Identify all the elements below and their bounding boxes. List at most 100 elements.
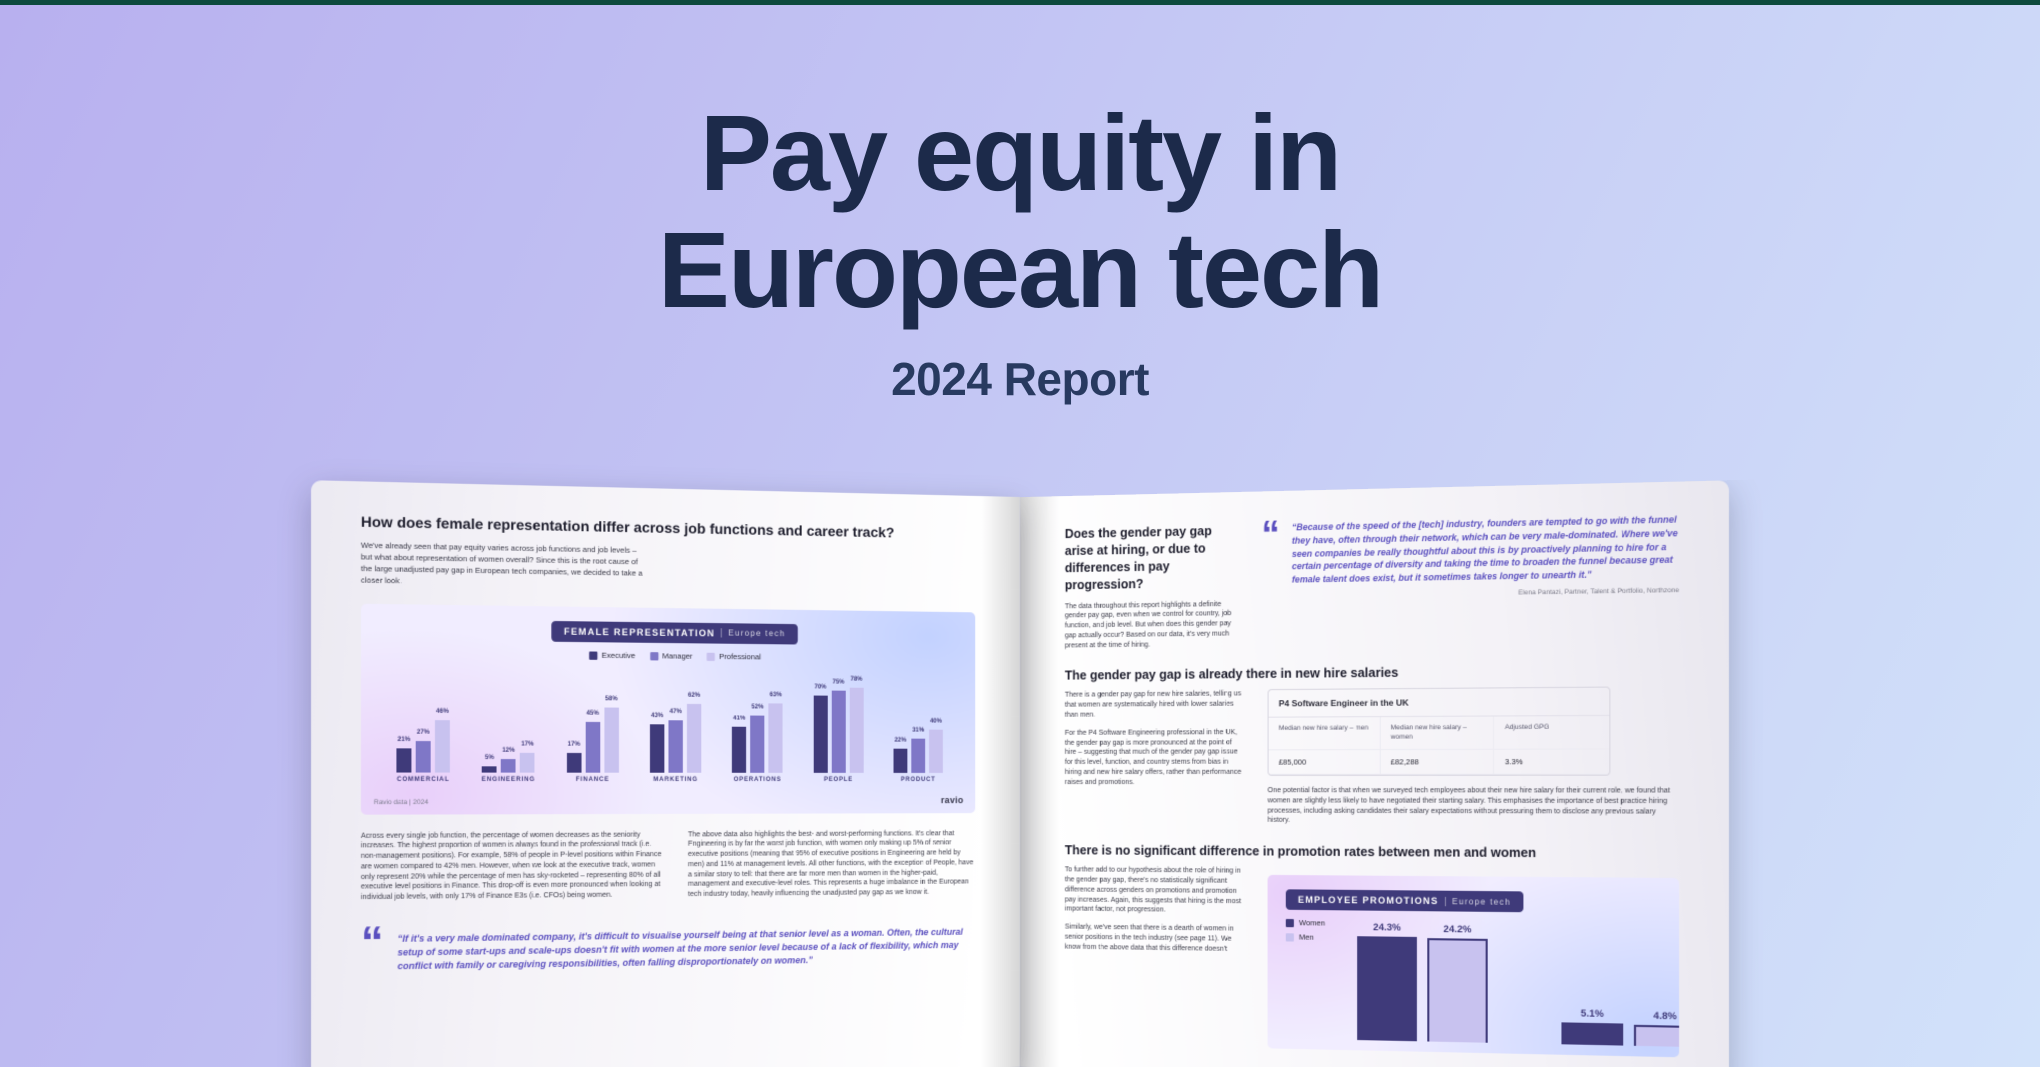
bar-group: 17%45%58%FINANCE: [555, 683, 630, 783]
quote-mark-icon: “: [361, 920, 384, 965]
bar: 31%: [911, 739, 925, 773]
bar: 12%: [501, 759, 516, 772]
chart1-meta: Ravio data | 2024: [374, 798, 429, 805]
sec2-body-a: To further add to our hypothesis about t…: [1065, 865, 1244, 916]
hero-subtitle: 2024 Report: [891, 352, 1149, 406]
chart1-title: FEMALE REPRESENTATION Europe tech: [551, 620, 797, 644]
hero-title: Pay equity in European tech: [658, 95, 1382, 328]
bar-group: 43%47%62%MARKETING: [639, 683, 713, 782]
right-q-heading: Does the gender pay gap arise at hiring,…: [1065, 522, 1244, 594]
pbar: 24.2%: [1427, 938, 1487, 1043]
bar: 40%: [929, 729, 943, 772]
promotions-chart: EMPLOYEE PROMOTIONS Europe tech Women Men…: [1268, 875, 1680, 1057]
hero-card: Pay equity in European tech 2024 Report …: [0, 0, 2040, 1067]
bar: 17%: [567, 753, 582, 772]
sec2-heading: There is no significant difference in pr…: [1065, 843, 1679, 861]
left-intro: We've already seen that pay equity varie…: [361, 540, 646, 590]
bar: 70%: [813, 696, 827, 773]
hero-title-line1: Pay equity in: [700, 92, 1340, 213]
right-pullquote-attrib: Elena Pantazi, Partner, Talent & Portfol…: [1292, 587, 1679, 600]
sec1-rightcol: P4 Software Engineer in the UK Median ne…: [1268, 687, 1680, 828]
bar: 75%: [831, 690, 845, 772]
pbar-group: 24.3%24.2%: [1357, 936, 1488, 1042]
chart2-bars: 24.3%24.2%5.1%4.8%: [1400, 930, 1651, 1047]
bar: 27%: [416, 742, 431, 772]
chart1-legend: Executive Manager Professional: [589, 650, 761, 661]
chart1-title-text: FEMALE REPRESENTATION: [564, 626, 715, 638]
left-heading: How does female representation differ ac…: [361, 513, 975, 542]
pbar-group: 5.1% 4.8%: [1561, 1022, 1679, 1047]
salary-table-body: £85,000 £82,288 3.3%: [1269, 749, 1610, 774]
sec2-leftcol: To further add to our hypothesis about t…: [1065, 865, 1244, 1048]
page-right-inner: Does the gender pay gap arise at hiring,…: [1065, 513, 1679, 1067]
right-pullquote: “ “Because of the speed of the [tech] in…: [1268, 513, 1680, 649]
spine-shadow-left: [981, 496, 1020, 1067]
sec1-heading: The gender pay gap is already there in n…: [1065, 663, 1679, 683]
salary-table: P4 Software Engineer in the UK Median ne…: [1268, 687, 1611, 776]
left-quote: “ “If it's a very male dominated company…: [361, 920, 975, 981]
td-1: £85,000: [1269, 750, 1381, 775]
sec1-body-c: One potential factor is that when we sur…: [1268, 786, 1680, 827]
hero-title-line2: European tech: [658, 209, 1382, 330]
chart2-legend: Women Men: [1286, 918, 1325, 942]
sec2-row: To further add to our hypothesis about t…: [1065, 865, 1679, 1057]
bar: 17%: [520, 753, 535, 772]
chart2-tag: Europe tech: [1445, 897, 1511, 907]
left-body-col1: Across every single job function, the pe…: [361, 830, 663, 904]
pullquote-mark-icon: “: [1262, 515, 1280, 552]
page-right: Does the gender pay gap arise at hiring,…: [1020, 480, 1729, 1067]
sec1-body-b: For the P4 Software Engineering professi…: [1065, 728, 1244, 788]
sec2-rightcol: EMPLOYEE PROMOTIONS Europe tech Women Men…: [1268, 867, 1680, 1058]
representation-chart: FEMALE REPRESENTATION Europe tech Execut…: [361, 603, 975, 814]
chart1-tag: Europe tech: [721, 628, 785, 638]
salary-table-caption: P4 Software Engineer in the UK: [1269, 688, 1610, 718]
bar: 5%: [482, 766, 497, 772]
bar: 21%: [396, 748, 411, 772]
legend-item: Manager: [650, 651, 693, 661]
right-pullquote-text: “Because of the speed of the [tech] indu…: [1292, 513, 1679, 586]
th-3: Adjusted GPG: [1494, 716, 1609, 749]
bar: 78%: [849, 687, 863, 772]
sec1-leftcol: There is a gender pay gap for new hire s…: [1065, 690, 1244, 826]
spine-shadow-right: [1020, 496, 1059, 1067]
chart1-bars: 21%27%46%COMMERCIAL5%12%17%ENGINEERING17…: [385, 671, 954, 783]
th-1: Median new hire salary – men: [1269, 718, 1381, 751]
bar-group: 41%52%63%OPERATIONS: [721, 684, 794, 782]
bar: 22%: [893, 749, 907, 773]
bar: 46%: [435, 720, 450, 772]
bar-group: 5%12%17%ENGINEERING: [470, 682, 546, 782]
right-q-col: Does the gender pay gap arise at hiring,…: [1065, 522, 1244, 651]
legend-item: Men: [1286, 932, 1325, 942]
legend-item: Women: [1286, 918, 1325, 928]
legend-item: Executive: [589, 650, 635, 660]
bar: 45%: [585, 722, 600, 772]
bar: 41%: [732, 727, 746, 772]
left-quote-text: “If it's a very male dominated company, …: [397, 926, 963, 974]
bar: 47%: [668, 720, 682, 772]
right-q-body: The data throughout this report highligh…: [1065, 599, 1244, 651]
chart2-title: EMPLOYEE PROMOTIONS Europe tech: [1286, 889, 1524, 912]
salary-table-head: Median new hire salary – men Median new …: [1269, 716, 1610, 750]
bar: 43%: [650, 725, 664, 773]
sec1-body-a: There is a gender pay gap for new hire s…: [1065, 690, 1244, 721]
legend-item: Professional: [707, 651, 761, 661]
chart2-title-text: EMPLOYEE PROMOTIONS: [1298, 895, 1439, 907]
th-2: Median new hire salary – women: [1380, 717, 1494, 750]
pbar: 4.8%: [1634, 1025, 1679, 1047]
right-top-row: Does the gender pay gap arise at hiring,…: [1065, 513, 1679, 651]
sec1-row: There is a gender pay gap for new hire s…: [1065, 687, 1679, 828]
bar: 62%: [687, 704, 701, 772]
pbar: 5.1%: [1561, 1022, 1623, 1045]
bar-group: 22%31%40%PRODUCT: [883, 685, 954, 782]
td-3: 3.3%: [1494, 749, 1609, 774]
book: How does female representation differ ac…: [330, 497, 1710, 1067]
chart1-brand: ravio: [941, 795, 964, 805]
bar: 52%: [750, 715, 764, 772]
td-2: £82,288: [1380, 750, 1494, 775]
left-two-col: Across every single job function, the pe…: [361, 829, 975, 904]
page-left-inner: How does female representation differ ac…: [361, 513, 975, 1067]
left-body-col2: The above data also highlights the best-…: [688, 829, 975, 901]
page-left: How does female representation differ ac…: [311, 480, 1020, 1067]
bar: 63%: [769, 703, 783, 772]
bar-group: 21%27%46%COMMERCIAL: [385, 681, 462, 782]
